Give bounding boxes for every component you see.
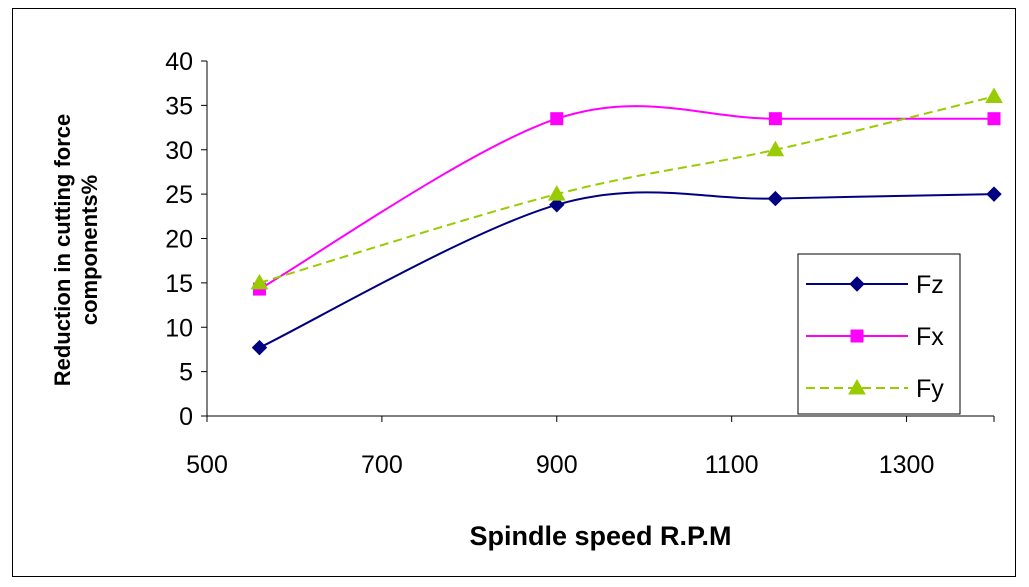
y-axis-title-line: Reduction in cutting force [50,114,75,387]
legend-label-fz: Fz [916,271,944,299]
legend-marker-fz [849,276,865,292]
legend-label-fy: Fy [916,375,944,403]
data-point-fz [767,190,784,207]
data-point-fy [250,273,269,290]
data-point-fy [766,140,785,157]
legend-label-fx: Fx [916,323,944,351]
data-point-fy [985,87,1003,103]
y-tick-label: 5 [179,359,193,387]
y-tick-label: 30 [165,137,193,165]
x-axis-title: Spindle speed R.P.M [469,521,731,551]
x-tick-label: 1300 [879,451,935,479]
x-tick-label: 500 [186,451,228,479]
data-point-fz [986,186,1002,202]
x-tick-label: 900 [536,451,578,479]
data-point-fz [251,339,268,356]
legend-marker-fy [848,378,866,395]
series-line-fy [259,95,995,284]
data-point-fx [768,112,782,126]
series-line-fz [259,191,995,349]
y-tick-label: 10 [165,314,193,342]
data-point-fx [550,112,564,126]
y-axis-title: Reduction in cutting forcecomponents% [50,114,102,387]
y-tick-label: 25 [165,181,193,209]
x-tick-label: 700 [361,451,403,479]
series-line-fx [258,105,994,290]
data-point-fz [549,197,565,213]
y-tick-label: 40 [165,48,193,76]
y-axis-title-line: components% [77,175,102,325]
y-tick-label: 35 [165,92,193,120]
y-tick-label: 15 [165,270,193,298]
y-tick-label: 20 [165,226,193,254]
data-point-fy [547,185,566,201]
y-tick-label: 0 [179,403,193,431]
data-point-fx [987,112,1001,126]
x-tick-label: 1100 [705,451,759,479]
legend-marker-fx [850,329,864,343]
